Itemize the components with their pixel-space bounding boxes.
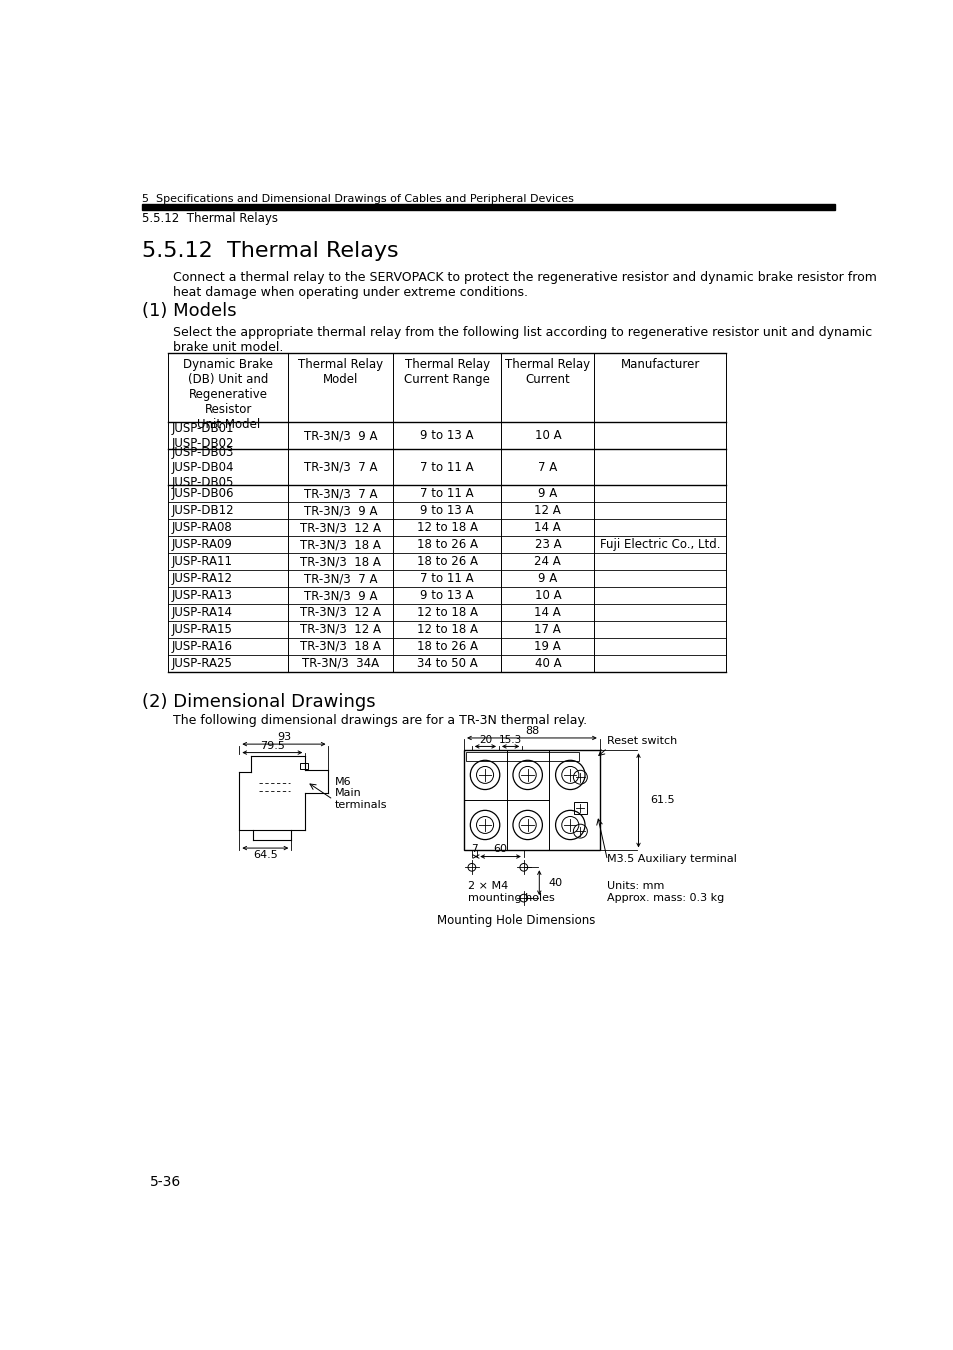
Text: Mounting Hole Dimensions: Mounting Hole Dimensions bbox=[436, 914, 595, 926]
Text: JUSP-RA08: JUSP-RA08 bbox=[172, 521, 233, 535]
Text: 9 A: 9 A bbox=[537, 572, 557, 585]
Text: TR-3N/3  9 A: TR-3N/3 9 A bbox=[303, 505, 376, 517]
Text: TR-3N/3  18 A: TR-3N/3 18 A bbox=[300, 640, 380, 653]
Text: JUSP-RA14: JUSP-RA14 bbox=[172, 606, 233, 618]
Text: TR-3N/3  9 A: TR-3N/3 9 A bbox=[303, 589, 376, 602]
Text: 5.5.12  Thermal Relays: 5.5.12 Thermal Relays bbox=[142, 212, 278, 225]
Text: Dynamic Brake
(DB) Unit and
Regenerative
Resistor
Unit Model: Dynamic Brake (DB) Unit and Regenerative… bbox=[183, 358, 273, 431]
Text: 7: 7 bbox=[471, 844, 477, 855]
Text: (2) Dimensional Drawings: (2) Dimensional Drawings bbox=[142, 694, 375, 711]
Text: Units: mm
Approx. mass: 0.3 kg: Units: mm Approx. mass: 0.3 kg bbox=[607, 882, 724, 903]
Text: M6
Main
terminals: M6 Main terminals bbox=[335, 776, 387, 810]
Text: JUSP-DB01
JUSP-DB02: JUSP-DB01 JUSP-DB02 bbox=[172, 421, 234, 450]
Text: 79.5: 79.5 bbox=[259, 741, 284, 751]
Text: Connect a thermal relay to the SERVOPACK to protect the regenerative resistor an: Connect a thermal relay to the SERVOPACK… bbox=[173, 271, 877, 300]
Text: 2 × M4
mounting holes: 2 × M4 mounting holes bbox=[468, 882, 554, 903]
Text: Select the appropriate thermal relay from the following list according to regene: Select the appropriate thermal relay fro… bbox=[173, 325, 872, 354]
Text: Manufacturer: Manufacturer bbox=[619, 358, 700, 371]
Text: 9 to 13 A: 9 to 13 A bbox=[420, 429, 474, 443]
Text: 20: 20 bbox=[478, 734, 492, 745]
Text: 40 A: 40 A bbox=[534, 656, 560, 670]
Text: 19 A: 19 A bbox=[534, 640, 560, 653]
Text: TR-3N/3  7 A: TR-3N/3 7 A bbox=[303, 487, 376, 501]
Text: 9 A: 9 A bbox=[537, 487, 557, 501]
Text: JUSP-RA11: JUSP-RA11 bbox=[172, 555, 233, 568]
Text: 14 A: 14 A bbox=[534, 606, 560, 618]
Text: 10 A: 10 A bbox=[534, 589, 560, 602]
Text: 15.3: 15.3 bbox=[498, 734, 521, 745]
Text: TR-3N/3  7 A: TR-3N/3 7 A bbox=[303, 460, 376, 474]
Text: TR-3N/3  34A: TR-3N/3 34A bbox=[302, 656, 378, 670]
Text: TR-3N/3  18 A: TR-3N/3 18 A bbox=[300, 555, 380, 568]
Text: 14 A: 14 A bbox=[534, 521, 560, 535]
Text: 88: 88 bbox=[524, 726, 538, 736]
Text: JUSP-RA13: JUSP-RA13 bbox=[172, 589, 233, 602]
Text: 9 to 13 A: 9 to 13 A bbox=[420, 589, 474, 602]
Text: Thermal Relay
Current: Thermal Relay Current bbox=[505, 358, 590, 386]
Text: 64.5: 64.5 bbox=[253, 850, 277, 860]
Bar bbox=[466, 752, 578, 761]
Text: 7 to 11 A: 7 to 11 A bbox=[420, 572, 474, 585]
Text: TR-3N/3  7 A: TR-3N/3 7 A bbox=[303, 572, 376, 585]
Text: JUSP-RA25: JUSP-RA25 bbox=[172, 656, 233, 670]
Text: JUSP-DB06: JUSP-DB06 bbox=[172, 487, 234, 501]
Text: JUSP-RA12: JUSP-RA12 bbox=[172, 572, 233, 585]
Text: 12 to 18 A: 12 to 18 A bbox=[416, 606, 477, 618]
Text: JUSP-RA16: JUSP-RA16 bbox=[172, 640, 233, 653]
Text: JUSP-DB03
JUSP-DB04
JUSP-DB05: JUSP-DB03 JUSP-DB04 JUSP-DB05 bbox=[172, 446, 234, 489]
Text: 18 to 26 A: 18 to 26 A bbox=[416, 640, 477, 653]
Bar bbox=[299, 763, 307, 768]
Text: 24 A: 24 A bbox=[534, 555, 560, 568]
Text: 5.5.12  Thermal Relays: 5.5.12 Thermal Relays bbox=[142, 242, 398, 262]
Text: JUSP-RA09: JUSP-RA09 bbox=[172, 539, 233, 551]
Text: 7 to 11 A: 7 to 11 A bbox=[420, 460, 474, 474]
Text: TR-3N/3  9 A: TR-3N/3 9 A bbox=[303, 429, 376, 443]
Text: TR-3N/3  18 A: TR-3N/3 18 A bbox=[300, 539, 380, 551]
Text: 18 to 26 A: 18 to 26 A bbox=[416, 539, 477, 551]
Text: 9 to 13 A: 9 to 13 A bbox=[420, 505, 474, 517]
Text: TR-3N/3  12 A: TR-3N/3 12 A bbox=[299, 622, 380, 636]
Text: 12 A: 12 A bbox=[534, 505, 560, 517]
Text: JUSP-DB12: JUSP-DB12 bbox=[172, 505, 234, 517]
Text: 18 to 26 A: 18 to 26 A bbox=[416, 555, 477, 568]
Text: (1) Models: (1) Models bbox=[142, 302, 237, 320]
Bar bbox=[464, 751, 599, 850]
Text: Thermal Relay
Model: Thermal Relay Model bbox=[297, 358, 383, 386]
Text: 12 to 18 A: 12 to 18 A bbox=[416, 622, 477, 636]
Text: JUSP-RA15: JUSP-RA15 bbox=[172, 622, 233, 636]
Bar bbox=[142, 204, 835, 209]
Text: 5  Specifications and Dimensional Drawings of Cables and Peripheral Devices: 5 Specifications and Dimensional Drawing… bbox=[142, 194, 574, 204]
Text: M3.5 Auxiliary terminal: M3.5 Auxiliary terminal bbox=[607, 855, 737, 864]
Text: 93: 93 bbox=[276, 732, 291, 741]
Bar bbox=[574, 802, 586, 814]
Text: 10 A: 10 A bbox=[534, 429, 560, 443]
Text: 7 to 11 A: 7 to 11 A bbox=[420, 487, 474, 501]
Text: TR-3N/3  12 A: TR-3N/3 12 A bbox=[299, 606, 380, 618]
Text: 17 A: 17 A bbox=[534, 622, 560, 636]
Text: Fuji Electric Co., Ltd.: Fuji Electric Co., Ltd. bbox=[599, 539, 720, 551]
Text: 61.5: 61.5 bbox=[649, 795, 674, 806]
Text: 5-36: 5-36 bbox=[150, 1174, 181, 1188]
Text: The following dimensional drawings are for a TR-3N thermal relay.: The following dimensional drawings are f… bbox=[173, 714, 587, 728]
Text: 23 A: 23 A bbox=[534, 539, 560, 551]
Text: TR-3N/3  12 A: TR-3N/3 12 A bbox=[299, 521, 380, 535]
Text: Thermal Relay
Current Range: Thermal Relay Current Range bbox=[404, 358, 490, 386]
Text: 7 A: 7 A bbox=[537, 460, 557, 474]
Text: Reset switch: Reset switch bbox=[607, 737, 677, 747]
Text: 40: 40 bbox=[548, 878, 562, 888]
Text: 34 to 50 A: 34 to 50 A bbox=[416, 656, 476, 670]
Text: 60: 60 bbox=[493, 844, 507, 855]
Text: 12 to 18 A: 12 to 18 A bbox=[416, 521, 477, 535]
